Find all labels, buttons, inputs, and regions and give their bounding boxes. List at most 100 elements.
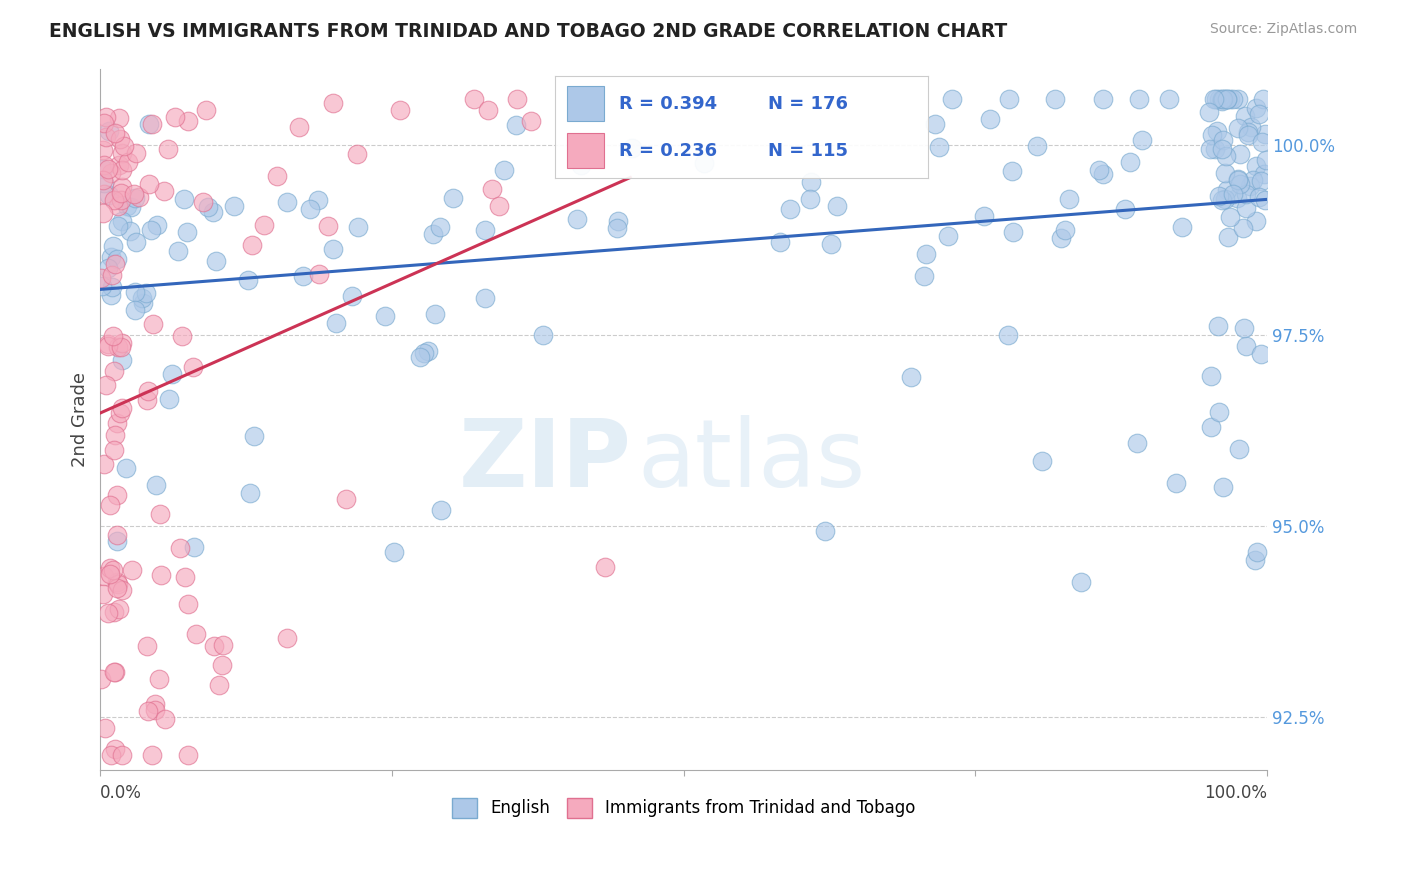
Point — [477, 103, 499, 117]
Point — [90, 279, 112, 293]
Point — [97, 337, 120, 351]
Point — [825, 199, 848, 213]
Point — [1251, 92, 1274, 106]
Point — [276, 632, 298, 646]
Point — [322, 95, 344, 110]
Point — [997, 327, 1019, 342]
Point — [1198, 105, 1220, 120]
Point — [91, 587, 114, 601]
Point — [1240, 120, 1263, 134]
Point — [1250, 136, 1272, 150]
Point — [100, 287, 122, 301]
Point — [1126, 435, 1149, 450]
Point — [111, 180, 134, 194]
Point — [1226, 172, 1249, 186]
Point — [912, 268, 935, 283]
Point — [105, 488, 128, 502]
Point — [1227, 120, 1250, 135]
Point — [692, 155, 714, 169]
Point — [347, 219, 370, 234]
Point — [800, 175, 823, 189]
Point — [172, 329, 194, 343]
Point — [474, 291, 496, 305]
Point — [183, 540, 205, 554]
Point — [1215, 149, 1237, 163]
Point — [110, 186, 132, 200]
Point — [307, 193, 329, 207]
Point — [98, 566, 121, 581]
Point — [1229, 177, 1251, 191]
Point — [93, 116, 115, 130]
Point — [1254, 193, 1277, 207]
Point — [107, 219, 129, 233]
Point — [148, 672, 170, 686]
Point — [138, 117, 160, 131]
Point — [1232, 220, 1254, 235]
Point — [173, 192, 195, 206]
Point — [1091, 92, 1114, 106]
Point — [1254, 153, 1277, 168]
Point — [136, 704, 159, 718]
Point — [184, 627, 207, 641]
Point — [114, 461, 136, 475]
Point — [1247, 107, 1270, 121]
Point — [101, 268, 124, 282]
Point — [1219, 210, 1241, 224]
Point — [1250, 174, 1272, 188]
Point — [150, 567, 173, 582]
Point — [412, 346, 434, 360]
Point — [1114, 202, 1136, 217]
Point — [1054, 222, 1077, 236]
Point — [120, 200, 142, 214]
Point — [194, 103, 217, 117]
Point — [149, 507, 172, 521]
Point — [132, 296, 155, 310]
Point — [1211, 193, 1233, 207]
Point — [325, 316, 347, 330]
Point — [101, 239, 124, 253]
Point — [107, 340, 129, 354]
Point — [1227, 442, 1250, 456]
Point — [1212, 133, 1234, 147]
Point — [201, 205, 224, 219]
Point — [1216, 183, 1239, 197]
Point — [1233, 321, 1256, 335]
Point — [104, 428, 127, 442]
Point — [924, 117, 946, 131]
Point — [143, 703, 166, 717]
Point — [1234, 338, 1257, 352]
Legend: English, Immigrants from Trinidad and Tobago: English, Immigrants from Trinidad and To… — [446, 791, 922, 825]
Point — [799, 192, 821, 206]
Point — [340, 289, 363, 303]
Point — [117, 155, 139, 169]
Point — [941, 92, 963, 106]
Point — [136, 639, 159, 653]
Point — [169, 541, 191, 556]
Point — [103, 741, 125, 756]
Point — [384, 545, 406, 559]
Point — [606, 213, 628, 227]
Point — [108, 132, 131, 146]
Point — [1250, 347, 1272, 361]
Point — [973, 210, 995, 224]
Point — [1198, 142, 1220, 156]
Point — [153, 712, 176, 726]
Text: N = 176: N = 176 — [768, 95, 848, 112]
Point — [915, 247, 938, 261]
Point — [165, 110, 187, 124]
Point — [111, 146, 134, 161]
Text: R = 0.394: R = 0.394 — [619, 95, 717, 112]
Point — [177, 114, 200, 128]
Point — [565, 212, 588, 227]
Point — [1212, 92, 1234, 106]
Point — [111, 747, 134, 762]
Point — [111, 352, 134, 367]
Point — [593, 560, 616, 574]
Point — [105, 533, 128, 548]
Point — [91, 205, 114, 219]
Point — [900, 370, 922, 384]
Point — [1216, 92, 1239, 106]
Point — [1164, 475, 1187, 490]
Point — [1226, 191, 1249, 205]
Point — [488, 199, 510, 213]
